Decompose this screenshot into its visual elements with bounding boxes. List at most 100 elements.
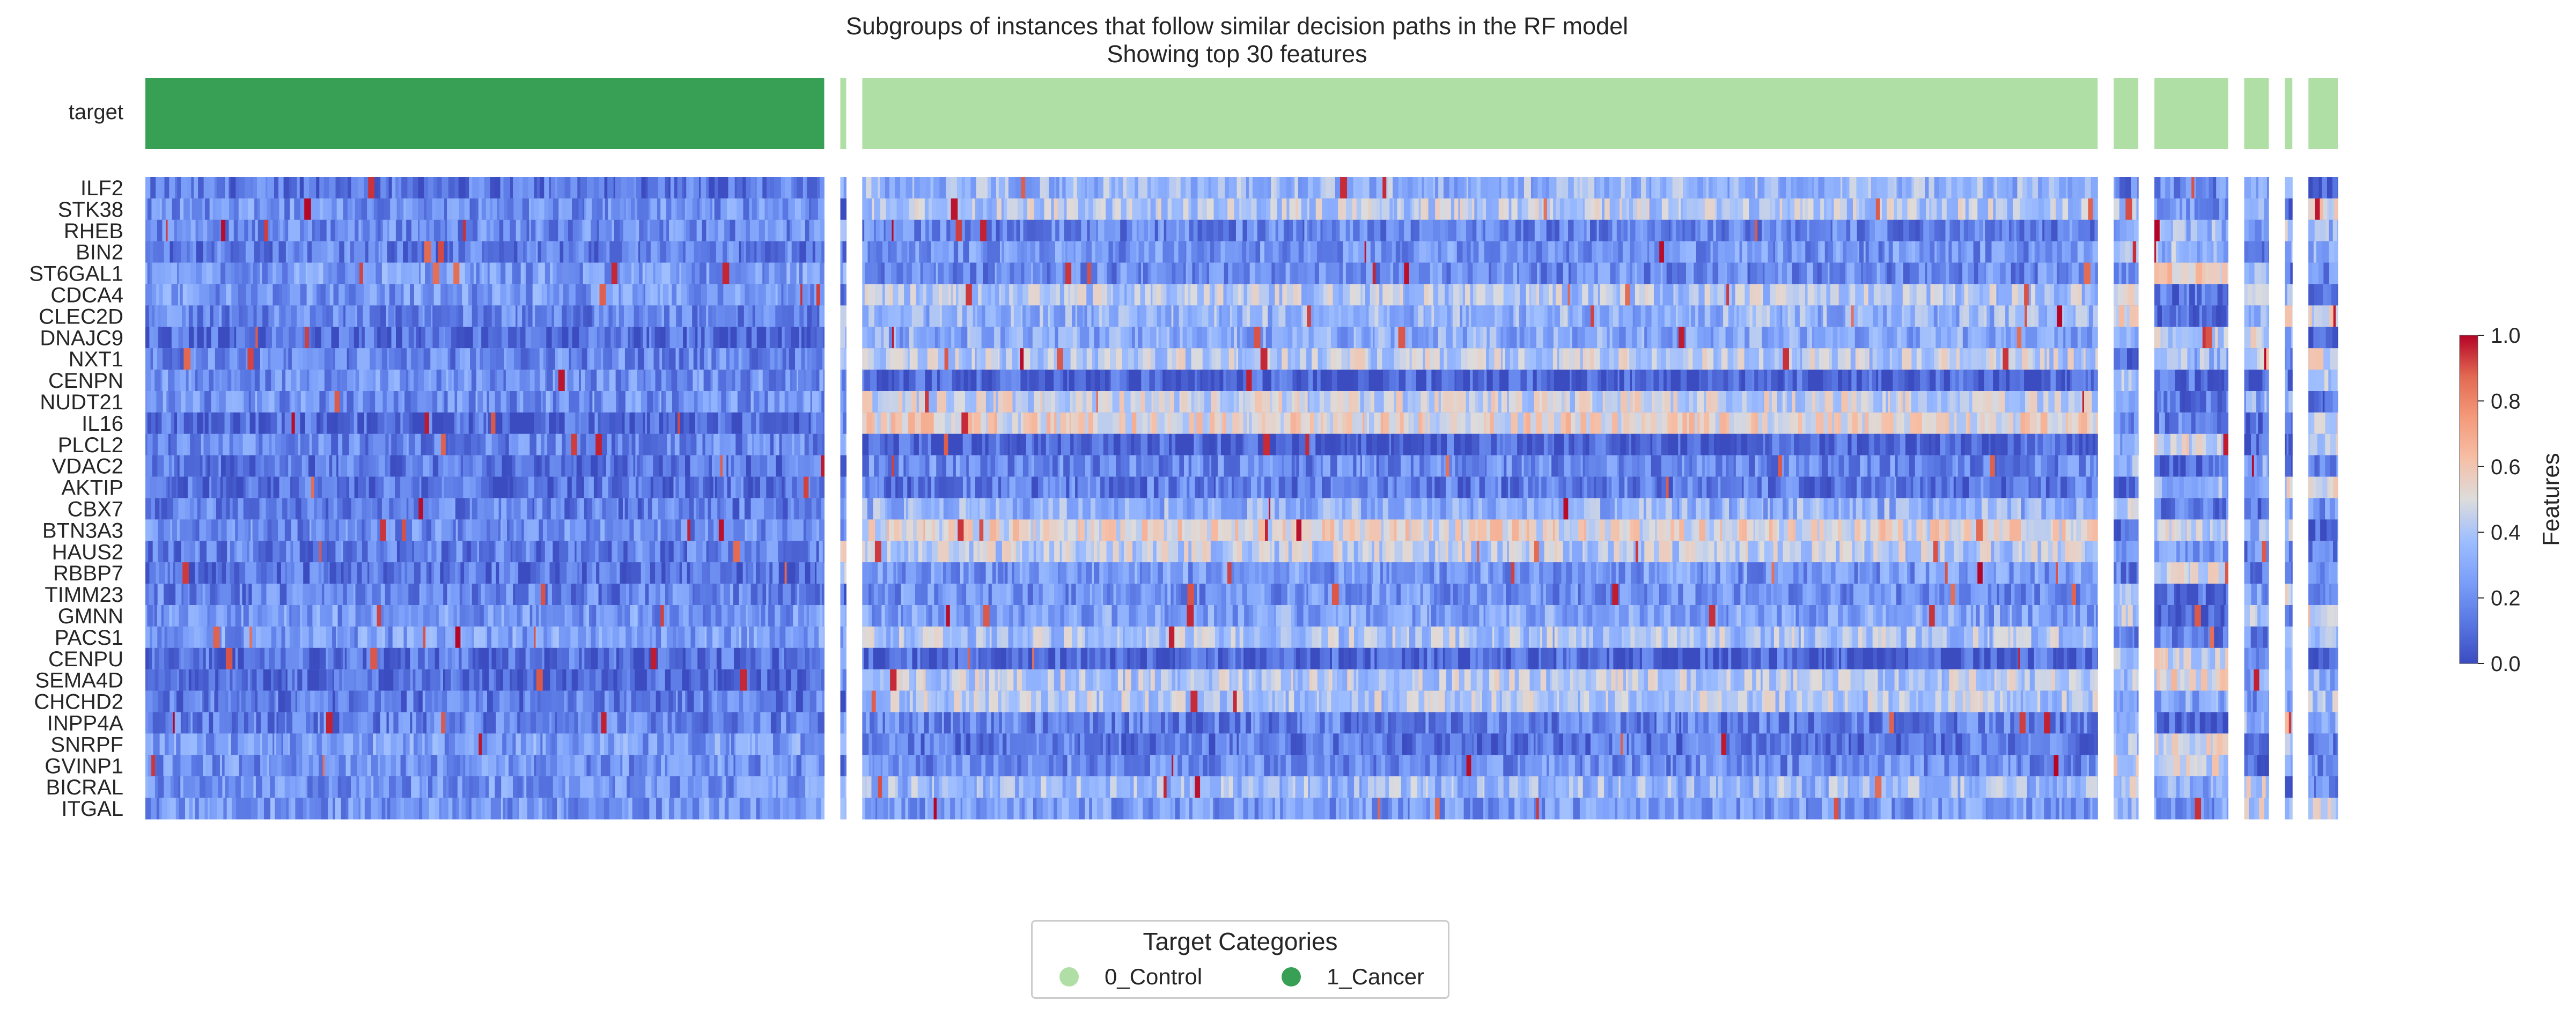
heatmap-cell (202, 455, 206, 477)
heatmap-cell (365, 241, 369, 263)
heatmap-cell (822, 605, 825, 627)
heatmap-cell (600, 605, 605, 627)
heatmap-cell (595, 755, 598, 777)
heatmap-cell (441, 370, 447, 392)
heatmap-cell (709, 219, 715, 242)
heatmap-cell (646, 327, 650, 349)
heatmap-cell (225, 219, 229, 242)
heatmap-cell (542, 733, 546, 755)
heatmap-cell (446, 755, 449, 777)
heatmap-cell (739, 476, 741, 498)
heatmap-cell (304, 219, 308, 242)
heatmap-cell (283, 219, 286, 242)
heatmap-cell (747, 605, 753, 627)
heatmap-cell (145, 370, 151, 392)
heatmap-cell (226, 498, 230, 520)
heatmap-cell (653, 755, 656, 777)
heatmap-blocks (145, 177, 2338, 820)
heatmap-cell (586, 198, 592, 220)
heatmap-cell (195, 348, 202, 370)
heatmap-cell (475, 690, 480, 712)
heatmap-cell (215, 348, 223, 370)
heatmap-cell (380, 177, 386, 199)
heatmap-cell (295, 798, 299, 820)
heatmap-cell (459, 198, 465, 220)
heatmap-cell (267, 519, 272, 541)
heatmap-cell (791, 755, 793, 777)
heatmap-cell (606, 241, 610, 263)
heatmap-cell (810, 669, 812, 691)
heatmap-cell (744, 798, 751, 820)
heatmap-cell (215, 284, 220, 306)
heatmap-cell (793, 177, 797, 199)
heatmap-cell (238, 219, 245, 242)
heatmap-cell (809, 219, 815, 242)
heatmap-cell (532, 284, 539, 306)
heatmap-cell (410, 284, 415, 306)
heatmap-cell (675, 305, 679, 327)
heatmap-cell (465, 776, 470, 798)
heatmap-cell (695, 776, 703, 798)
heatmap-cell (753, 519, 757, 541)
heatmap-cell (170, 798, 176, 820)
heatmap-cell (202, 198, 205, 220)
heatmap-cell (270, 412, 276, 435)
heatmap-cell (168, 370, 175, 392)
heatmap-cell (198, 562, 205, 584)
heatmap-cell (611, 262, 618, 284)
heatmap-cell (649, 584, 652, 606)
heatmap-cell (368, 733, 373, 755)
heatmap-cell (785, 626, 791, 649)
heatmap-cell (447, 348, 451, 370)
heatmap-cell (515, 455, 522, 477)
heatmap-cell (807, 348, 810, 370)
heatmap-cell (818, 198, 823, 220)
heatmap-cell (152, 541, 158, 563)
heatmap-cell (380, 519, 387, 541)
heatmap-cell (158, 305, 161, 327)
heatmap-cell (712, 370, 718, 392)
heatmap-cell (520, 219, 527, 242)
heatmap-cell (452, 647, 455, 670)
heatmap-cell (741, 241, 745, 263)
heatmap-cell (342, 433, 350, 456)
heatmap-cell (557, 798, 560, 820)
heatmap-cell (534, 798, 539, 820)
heatmap-cell (667, 498, 672, 520)
heatmap-cell (788, 690, 792, 712)
heatmap-cell (747, 370, 751, 392)
heatmap-cell (530, 690, 535, 712)
heatmap-cell (715, 776, 721, 798)
heatmap-cell (317, 455, 321, 477)
heatmap-cell (157, 262, 161, 284)
heatmap-cell (631, 198, 635, 220)
heatmap-cell (797, 476, 804, 498)
heatmap-cell (158, 776, 164, 798)
heatmap-cell (297, 690, 300, 712)
heatmap-cell (328, 776, 333, 798)
heatmap-cell (505, 262, 513, 284)
heatmap-cell (728, 776, 734, 798)
heatmap-cell (201, 348, 209, 370)
heatmap-cell (230, 455, 234, 477)
heatmap-cell (378, 733, 385, 755)
heatmap-cell (713, 433, 720, 456)
heatmap-cell (159, 647, 163, 670)
heatmap-cell (417, 391, 420, 413)
heatmap-cell (764, 219, 768, 242)
heatmap-cell (537, 519, 539, 541)
heatmap-cell (166, 755, 173, 777)
heatmap-cell (465, 348, 468, 370)
heatmap-cell (689, 284, 695, 306)
heatmap-cell (515, 584, 522, 606)
heatmap-cell (432, 327, 439, 349)
heatmap-cell (562, 669, 566, 691)
heatmap-cell (205, 305, 210, 327)
heatmap-cell (197, 712, 203, 734)
heatmap-cell (340, 177, 345, 199)
heatmap-cell (362, 669, 368, 691)
heatmap-cell (351, 776, 357, 798)
heatmap-cell (368, 412, 371, 435)
heatmap-cell (420, 562, 427, 584)
heatmap-cell (234, 327, 237, 349)
